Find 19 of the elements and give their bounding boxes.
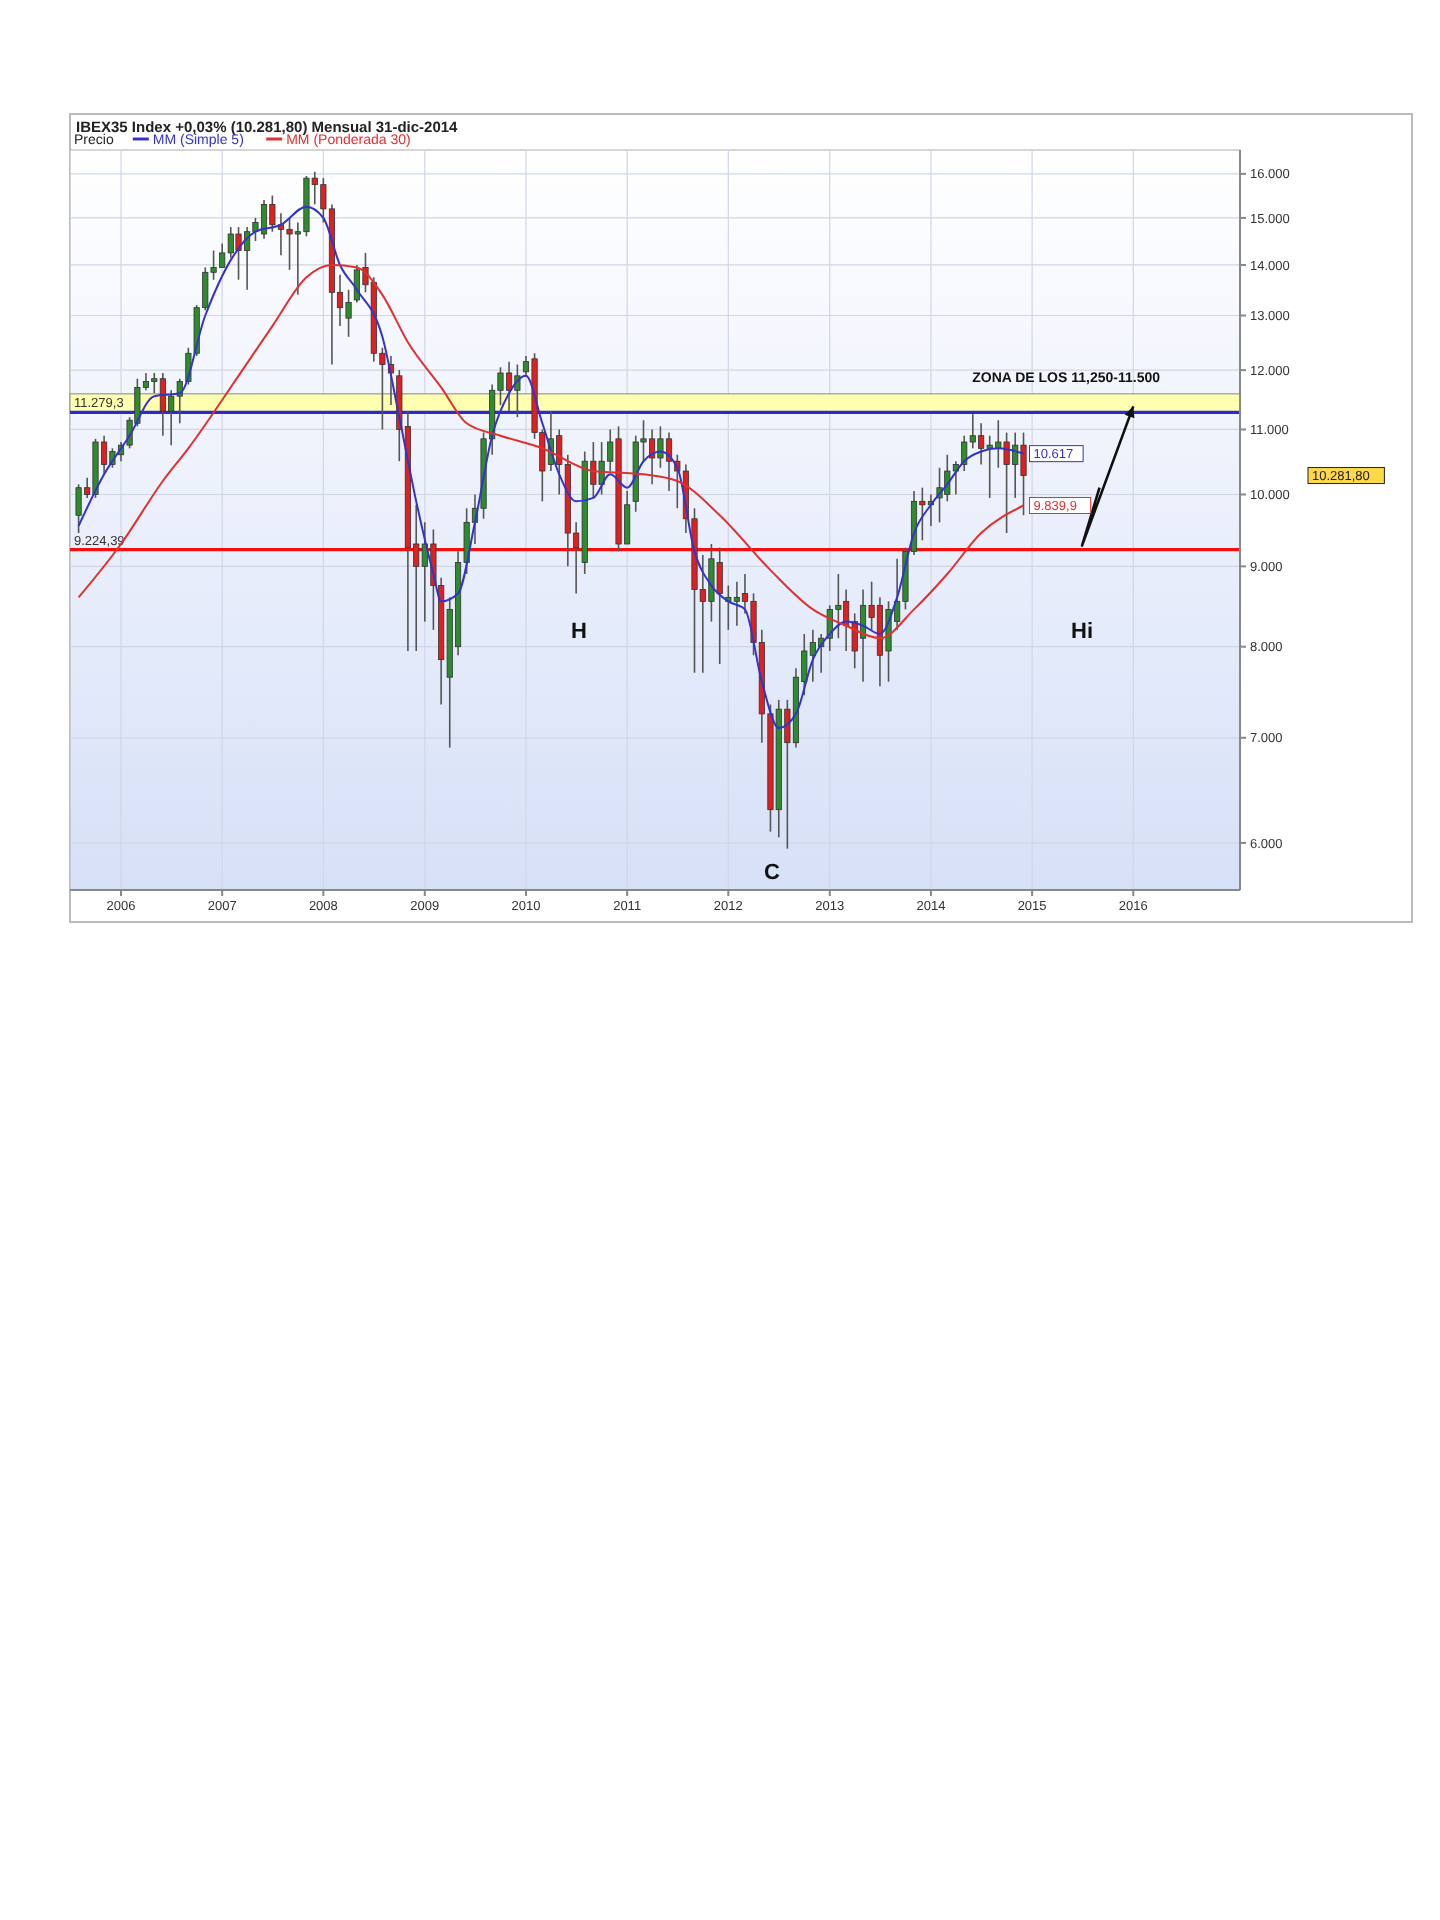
candlestick [235,226,242,281]
candlestick [961,434,968,472]
candlestick [269,194,276,233]
candlestick [75,483,82,534]
candlestick [657,425,664,469]
candlestick [809,629,816,683]
candlestick [708,543,715,623]
candlestick [345,288,352,338]
candlestick [733,580,740,627]
candlestick [716,546,723,665]
candlestick [1020,431,1027,517]
candlestick [944,453,951,503]
candlestick [260,199,268,240]
annotation: C [764,860,781,885]
annotation: Hi [1071,620,1094,645]
candlestick [159,372,166,437]
candlestick [286,217,293,271]
candlestick [514,363,521,418]
annotation: H [571,620,587,645]
